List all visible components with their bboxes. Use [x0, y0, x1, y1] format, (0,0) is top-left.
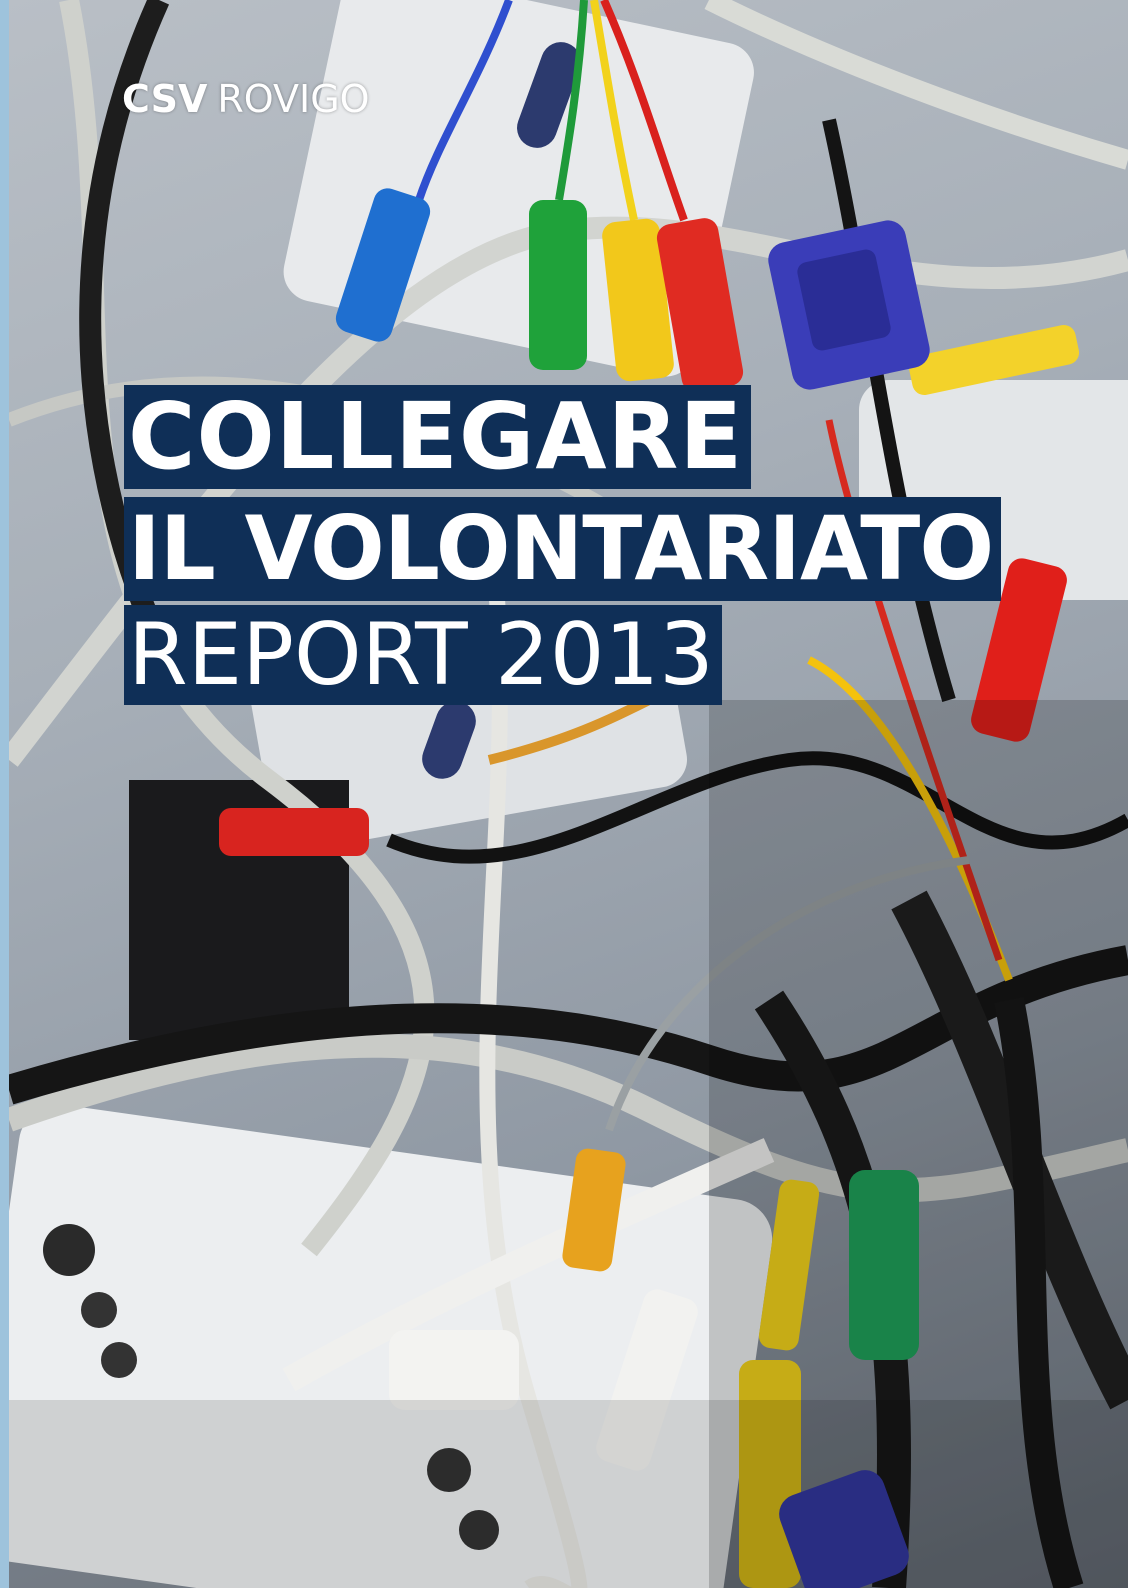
title-line-2: IL VOLONTARIATO [124, 497, 1002, 601]
edge-strip [0, 0, 9, 1588]
title-line-1: COLLEGARE [124, 385, 752, 489]
title-line-3: REPORT 2013 [124, 605, 722, 705]
publisher-logo: CSV ROVIGO [122, 74, 370, 124]
publisher-org: CSV [122, 77, 208, 121]
cover-title: COLLEGARE IL VOLONTARIATO REPORT 2013 [124, 385, 1002, 705]
publisher-city: ROVIGO [217, 77, 370, 121]
tangled-cables-photo [9, 0, 1128, 1588]
